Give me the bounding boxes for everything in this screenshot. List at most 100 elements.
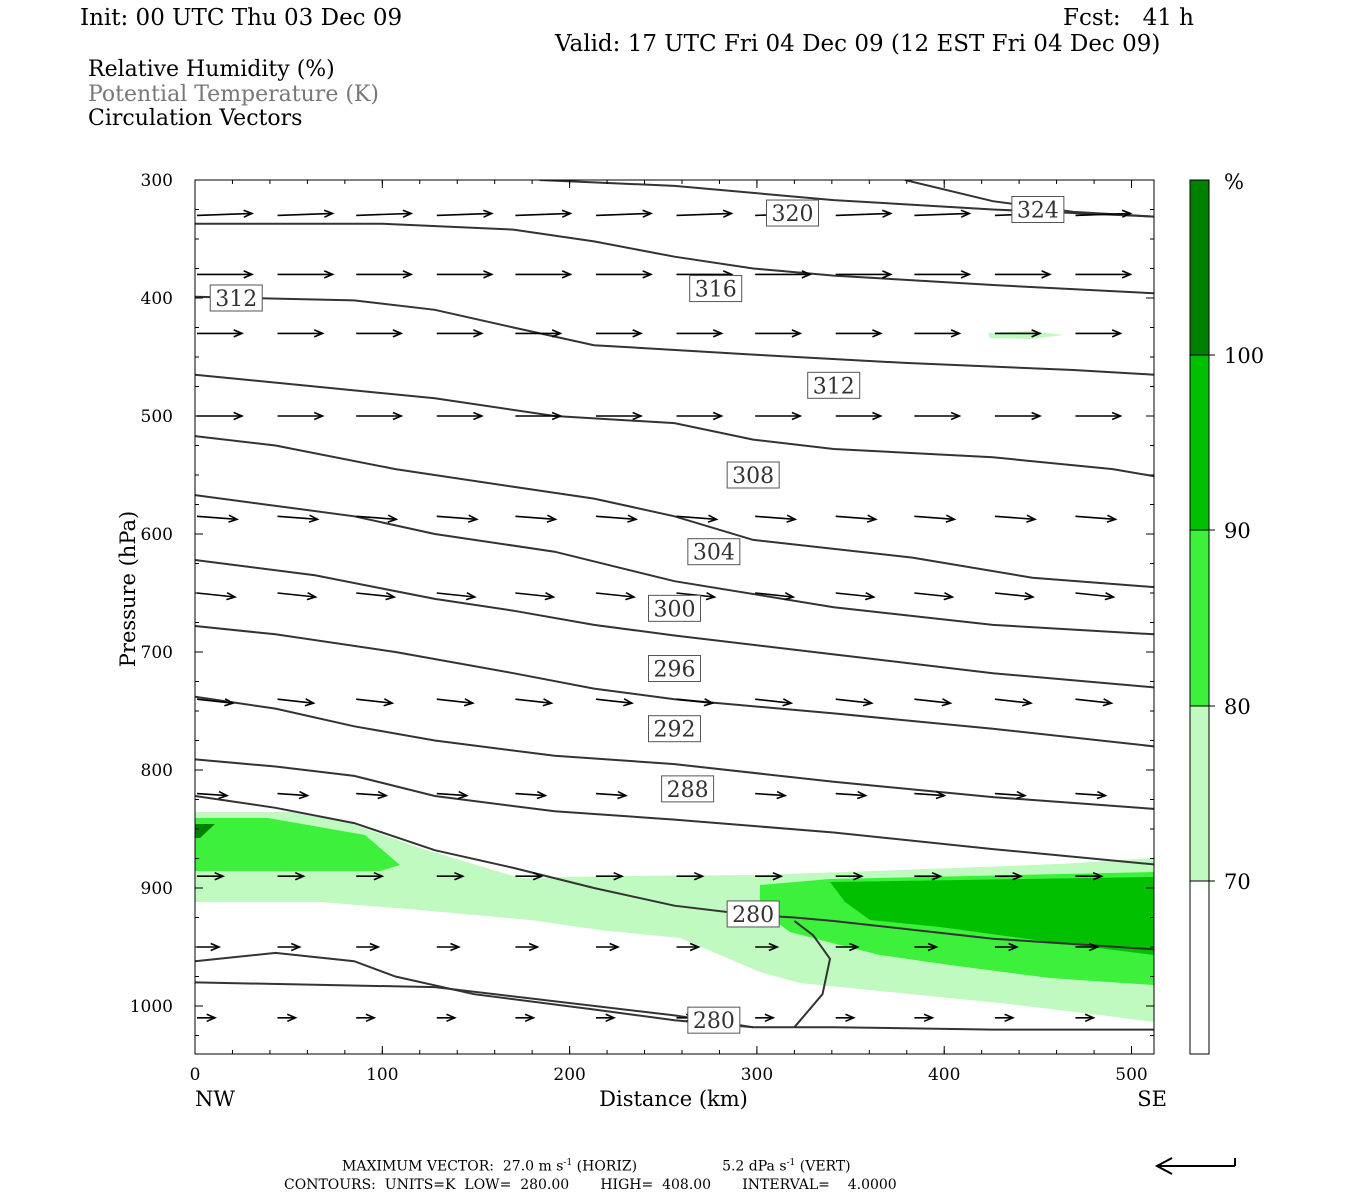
- theta-contour-12: [195, 951, 1154, 1031]
- vector-arrow-63: [356, 591, 397, 601]
- x-end-right-label: SE: [1137, 1087, 1167, 1111]
- colorbar-level: 100: [1224, 344, 1264, 368]
- vector-arrow-54: [595, 514, 639, 523]
- sup-1: -1: [563, 1158, 573, 1168]
- colorbar-level: 70: [1224, 870, 1251, 894]
- vector-arrow-117: [835, 942, 860, 952]
- vector-arrow-42: [595, 411, 644, 421]
- vector-arrow-58: [914, 514, 957, 523]
- vector-arrow-66: [595, 591, 637, 601]
- field-rh: Relative Humidity (%): [88, 57, 335, 82]
- vector-arrow-20: [755, 270, 813, 279]
- colorbar-level: 90: [1224, 519, 1251, 543]
- colorbar-level: 80: [1224, 695, 1251, 719]
- theta-label-text: 320: [772, 202, 814, 227]
- max-vector-vert: 5.2 dPa s: [722, 1158, 787, 1175]
- vector-arrow-52: [436, 514, 479, 523]
- vector-arrow-57: [835, 514, 878, 523]
- vector-arrow-124: [436, 1013, 457, 1023]
- x-tick-label: 500: [1115, 1065, 1147, 1085]
- vector-arrow-13: [197, 270, 255, 279]
- vector-arrow-103: [676, 871, 705, 881]
- vector-arrow-98: [277, 871, 306, 881]
- vector-arrow-18: [595, 270, 654, 279]
- theta-label-3: 312: [209, 284, 263, 312]
- vector-arrow-70: [914, 591, 955, 601]
- vector-arrow-99: [356, 871, 385, 881]
- vector-arrow-96: [1075, 790, 1108, 800]
- forecast-hour: Fcst: 41 h: [1063, 5, 1194, 31]
- footer-max-vector: MAXIMUM VECTOR: 27.0 m s-1 (HORIZ) 5.2 dP…: [342, 1158, 851, 1175]
- vector-arrow-21: [835, 270, 893, 279]
- vector-arrow-82: [914, 698, 953, 707]
- theta-label-4: 312: [807, 371, 861, 399]
- vector-arrow-69: [835, 591, 876, 601]
- vector-arrow-28: [436, 329, 484, 338]
- theta-contour-9: [195, 695, 1154, 810]
- y-axis-label: Pressure (hPa): [116, 511, 140, 667]
- vector-arrow-49: [196, 514, 240, 523]
- vector-arrow-125: [515, 1013, 536, 1023]
- vector-arrow-97: [197, 871, 226, 881]
- colorbar: % 70 80 90 100: [1189, 170, 1264, 1055]
- vector-arrow-17: [515, 270, 573, 279]
- vector-arrow-9: [914, 209, 972, 218]
- vector-arrow-123: [356, 1013, 377, 1023]
- vector-arrow-25: [197, 329, 245, 338]
- vector-arrow-131: [994, 1013, 1015, 1023]
- theta-contour-11: [195, 795, 1154, 951]
- vector-arrow-0: [196, 209, 255, 218]
- y-tick-label: 300: [141, 171, 173, 191]
- theta-label-0: 324: [1011, 196, 1065, 224]
- theta-label-text: 312: [813, 374, 855, 399]
- vector-arrow-93: [835, 790, 868, 800]
- vector-arrow-8: [835, 209, 893, 218]
- vector-arrow-5: [595, 209, 654, 218]
- vector-arrow-111: [356, 942, 381, 952]
- vector-arrow-122: [277, 1013, 298, 1023]
- vector-arrow-48: [1075, 411, 1123, 421]
- rh-fill-70: [195, 812, 1154, 1022]
- vector-arrow-62: [277, 591, 318, 601]
- x-axis-label: Distance (km): [599, 1087, 748, 1111]
- theta-label-text: 296: [654, 658, 696, 683]
- vector-arrow-32: [755, 329, 803, 338]
- vector-arrow-71: [994, 591, 1035, 601]
- init-time: Init: 00 UTC Thu 03 Dec 09: [80, 5, 403, 31]
- vector-arrow-128: [755, 1013, 776, 1023]
- theta-label-text: 300: [654, 597, 696, 622]
- theta-contour-5: [195, 435, 1154, 589]
- vector-arrow-132: [1075, 1013, 1096, 1023]
- vector-arrow-4: [515, 209, 573, 218]
- y-tick-label: 1000: [130, 997, 173, 1017]
- theta-label-11: 280: [726, 900, 780, 928]
- field-theta: Potential Temperature (K): [88, 82, 379, 107]
- y-tick-label: 400: [141, 289, 173, 309]
- theta-label-7: 300: [648, 594, 701, 622]
- theta-contour-4: [195, 373, 1154, 478]
- theta-contour-8: [195, 625, 1154, 748]
- vector-arrow-45: [835, 411, 883, 421]
- rh-fill-100: [195, 824, 215, 838]
- theta-contour-13: [793, 920, 832, 1028]
- vector-arrow-72: [1075, 591, 1116, 601]
- theta-label-text: 292: [654, 718, 696, 743]
- y-tick-label: 800: [141, 761, 173, 781]
- field-circulation: Circulation Vectors: [88, 106, 303, 131]
- vector-arrow-118: [914, 942, 939, 952]
- vector-arrow-16: [436, 270, 494, 279]
- x-end-left-label: NW: [195, 1087, 235, 1111]
- theta-contour-10: [195, 758, 1154, 866]
- vector-arrow-119: [994, 942, 1019, 952]
- vector-arrow-34: [914, 329, 962, 338]
- vector-arrow-68: [755, 591, 796, 601]
- vector-arrow-60: [1075, 514, 1118, 523]
- vector-arrow-81: [835, 698, 874, 707]
- vector-arrow-110: [277, 942, 302, 952]
- vector-arrow-64: [436, 591, 477, 601]
- vector-arrow-53: [515, 514, 558, 523]
- theta-label-8: 296: [648, 655, 701, 683]
- vector-arrow-24: [1075, 270, 1133, 279]
- colorbar-segment-0: [1190, 180, 1209, 355]
- vector-arrow-3: [436, 209, 494, 218]
